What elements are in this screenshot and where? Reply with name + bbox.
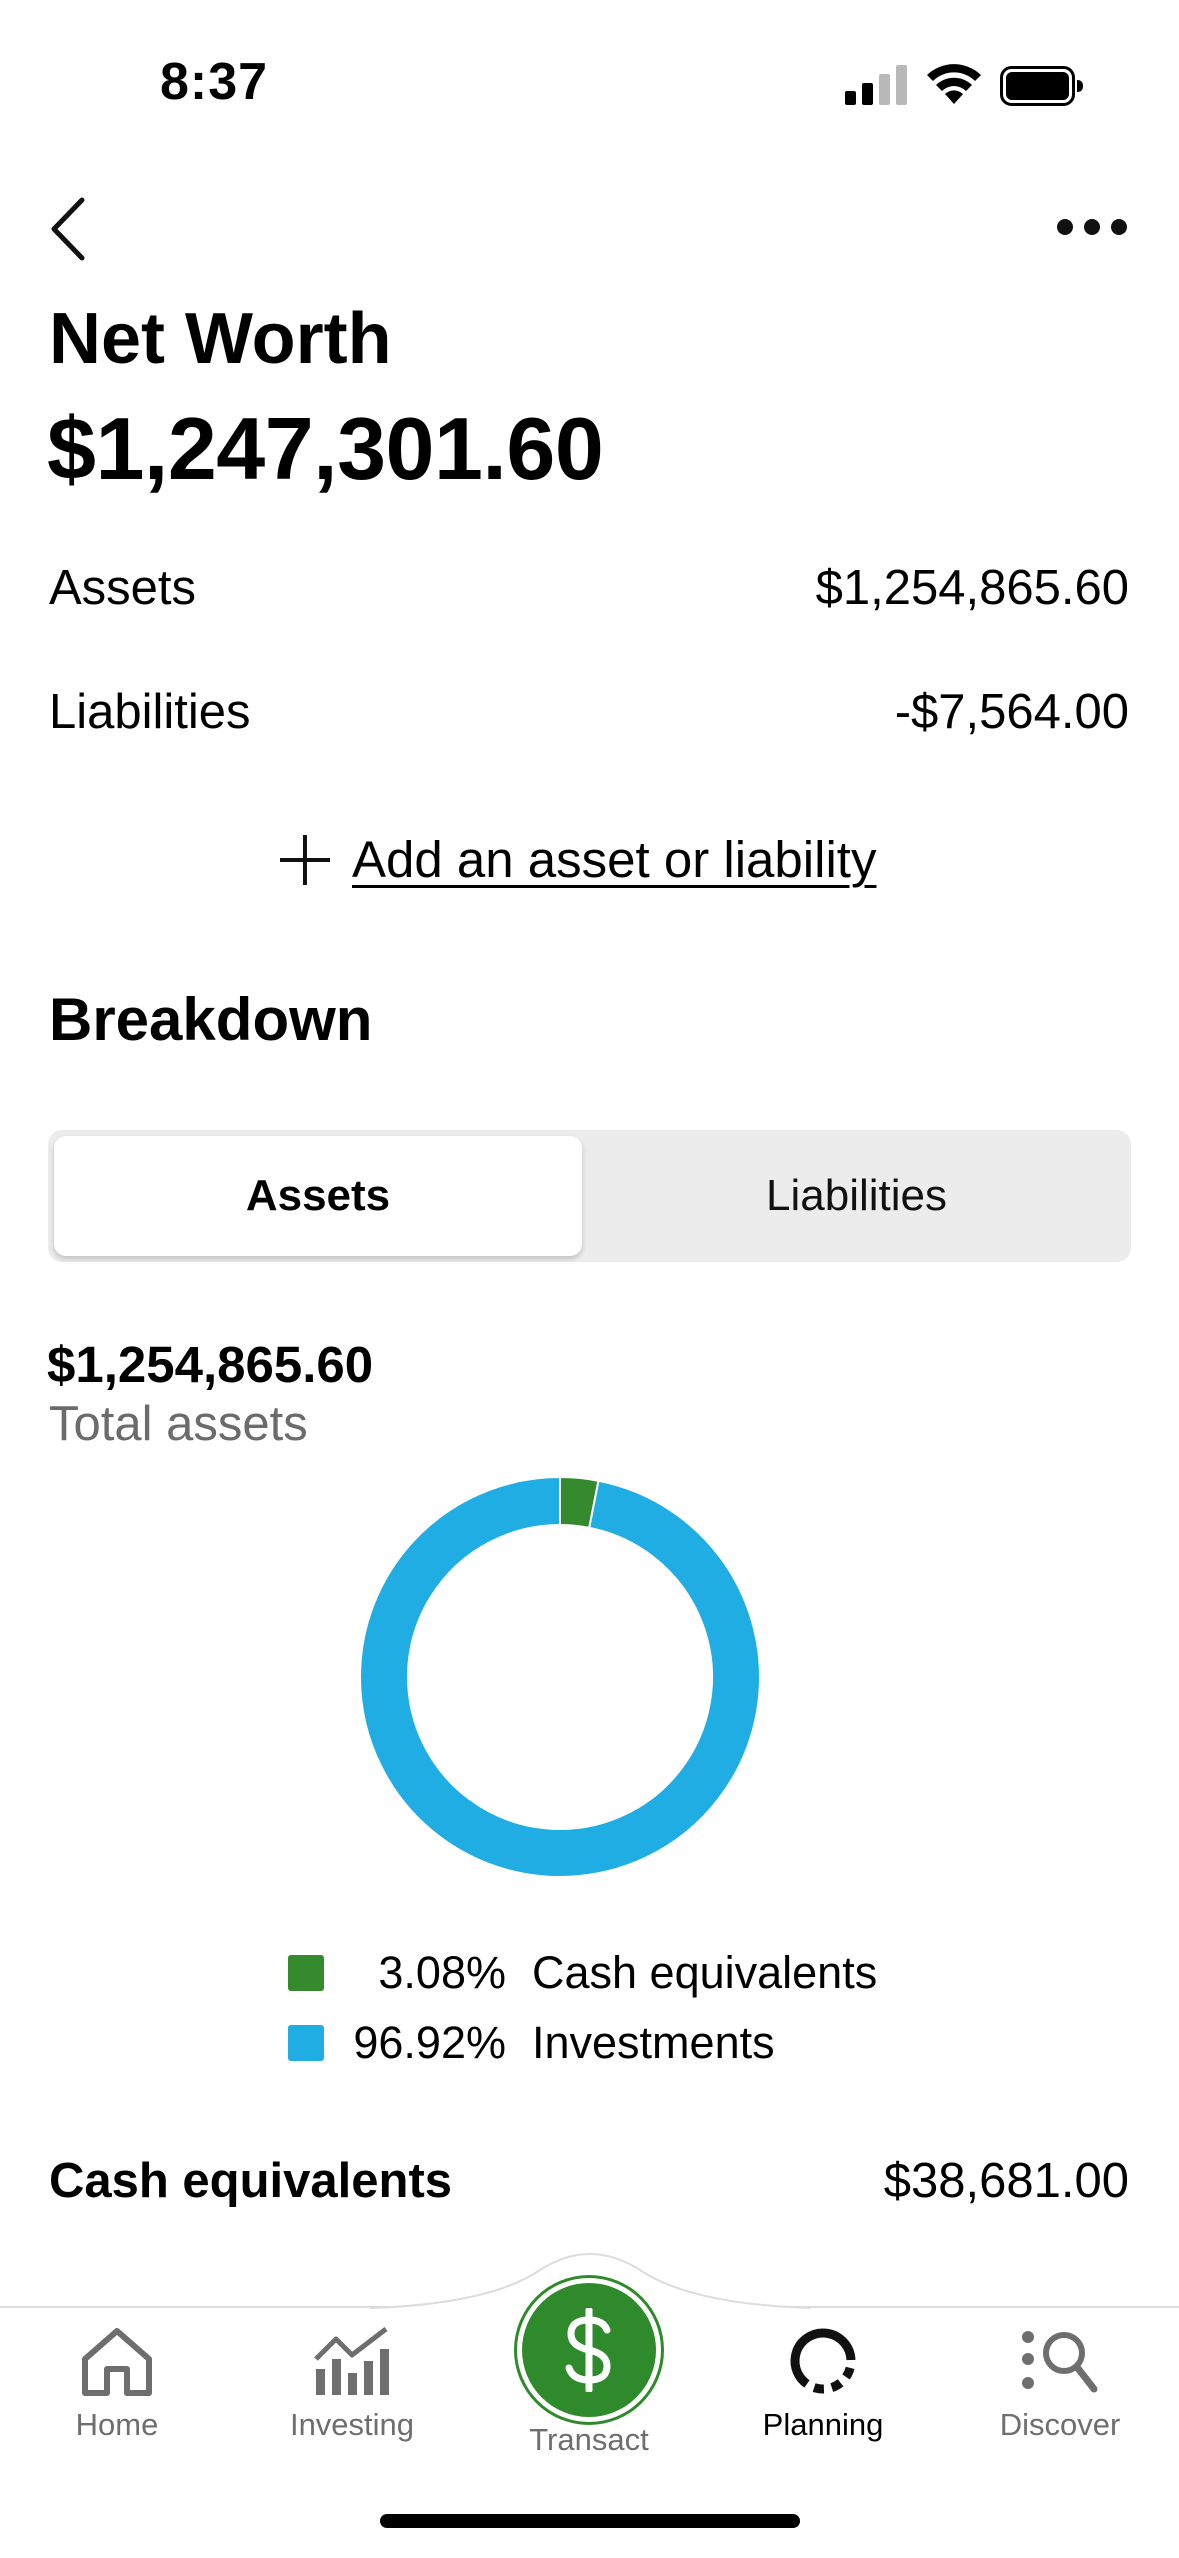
legend-swatch-investments bbox=[288, 2025, 324, 2061]
cellular-signal-icon bbox=[845, 65, 907, 105]
legend-label-investments: Investments bbox=[532, 2017, 775, 2068]
breakdown-segmented-control: Assets Liabilities bbox=[48, 1130, 1131, 1262]
investing-chart-icon bbox=[314, 2327, 389, 2395]
cash-equivalents-title: Cash equivalents bbox=[49, 2154, 453, 2208]
tab-home[interactable]: Home bbox=[17, 2325, 217, 2443]
legend-label-cash: Cash equivalents bbox=[532, 1947, 878, 1998]
assets-donut-chart bbox=[359, 1475, 761, 1878]
add-asset-liability-label: Add an asset or liability bbox=[352, 831, 877, 888]
tab-planning[interactable]: Planning bbox=[723, 2325, 923, 2443]
legend-item-investments: 96.92% Investments bbox=[288, 2017, 775, 2069]
tab-investing-label: Investing bbox=[289, 2407, 415, 2442]
assets-label: Assets bbox=[49, 561, 197, 615]
discover-search-icon bbox=[1022, 2331, 1098, 2393]
page-title: Net Worth bbox=[49, 299, 392, 379]
tab-investing[interactable]: Investing bbox=[252, 2325, 452, 2443]
dollar-sign-icon bbox=[565, 2308, 611, 2392]
breakdown-title: Breakdown bbox=[49, 986, 373, 1053]
total-assets-label: Total assets bbox=[49, 1397, 308, 1451]
tab-home-label: Home bbox=[75, 2407, 159, 2442]
tab-transact-label: Transact bbox=[529, 2422, 649, 2457]
legend-swatch-cash bbox=[288, 1955, 324, 1991]
total-assets-value: $1,254,865.60 bbox=[47, 1336, 374, 1393]
add-asset-liability-link[interactable]: Add an asset or liability bbox=[280, 830, 876, 889]
back-chevron-icon[interactable] bbox=[48, 196, 88, 262]
donut-slice-investments bbox=[359, 1475, 761, 1878]
legend-item-cash: 3.08% Cash equivalents bbox=[288, 1947, 877, 1999]
home-indicator bbox=[380, 2514, 800, 2528]
legend-pct-investments: 96.92% bbox=[353, 2017, 506, 2068]
home-icon bbox=[82, 2328, 152, 2396]
net-worth-value: $1,247,301.60 bbox=[47, 399, 604, 498]
cash-equivalents-value: $38,681.00 bbox=[883, 2154, 1129, 2208]
battery-icon bbox=[1000, 66, 1083, 106]
liabilities-value: -$7,564.00 bbox=[894, 685, 1129, 739]
tab-assets[interactable]: Assets bbox=[54, 1136, 582, 1256]
tab-bar-hump bbox=[370, 2253, 810, 2309]
transact-button[interactable] bbox=[522, 2283, 656, 2417]
tab-planning-label: Planning bbox=[762, 2407, 884, 2442]
tab-discover[interactable]: Discover bbox=[960, 2325, 1160, 2443]
assets-value: $1,254,865.60 bbox=[815, 561, 1129, 615]
status-time: 8:37 bbox=[160, 53, 269, 111]
more-options-icon[interactable] bbox=[1055, 215, 1129, 239]
planning-ring-icon bbox=[790, 2328, 856, 2394]
wifi-icon bbox=[927, 64, 981, 104]
legend-pct-cash: 3.08% bbox=[378, 1947, 506, 1998]
plus-icon bbox=[280, 834, 330, 885]
liabilities-label: Liabilities bbox=[49, 685, 251, 739]
tab-discover-label: Discover bbox=[999, 2407, 1121, 2442]
tab-liabilities[interactable]: Liabilities bbox=[766, 1171, 947, 1220]
